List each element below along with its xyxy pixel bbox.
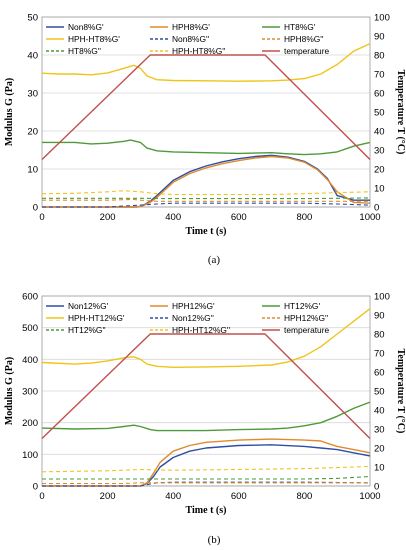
y-axis-label: Modulus G (Pa) (4, 78, 15, 146)
legend-label: HT12%G' (284, 301, 320, 311)
y-tick-label: 400 (22, 355, 38, 366)
y2-tick-label: 50 (374, 387, 385, 398)
legend-label: temperature (284, 325, 329, 335)
series-line (41, 401, 371, 432)
y-tick-label: 0 (33, 203, 38, 214)
legend-label: HPH-HT8%G'' (172, 46, 226, 56)
y2-tick-label: 60 (374, 368, 385, 379)
y2-axis-label: Temperature T (°C) (395, 70, 406, 155)
legend-label: HPH12%G'' (284, 313, 329, 323)
series-line (41, 42, 371, 82)
y-tick-label: 600 (22, 292, 38, 303)
series-line (42, 482, 370, 485)
series-line (42, 438, 371, 487)
y2-tick-label: 10 (374, 184, 385, 195)
y2-tick-label: 90 (374, 32, 385, 43)
y-tick-label: 300 (22, 387, 38, 398)
series-line (42, 198, 370, 202)
legend-label: HPH8%G'' (284, 34, 324, 44)
y2-tick-label: 10 (374, 463, 385, 474)
y2-tick-label: 20 (374, 165, 385, 176)
y-tick-label: 100 (22, 450, 38, 461)
series-line (41, 333, 371, 440)
y2-tick-label: 100 (374, 292, 390, 303)
x-axis-label: Time t (s) (186, 505, 227, 516)
plot-area (41, 16, 371, 208)
legend-label: Non12%G'' (172, 313, 214, 323)
x-tick-label: 200 (100, 491, 116, 502)
x-tick-label: 1000 (359, 212, 380, 223)
x-tick-label: 800 (296, 491, 312, 502)
y-tick-label: 50 (27, 13, 38, 24)
y2-tick-label: 20 (374, 444, 385, 455)
y-tick-label: 40 (27, 51, 38, 62)
y-axis-label: Modulus G (Pa) (4, 357, 15, 425)
legend-label: HPH-HT12%G'' (172, 325, 231, 335)
chart-panel-2: 0 100 200 300 400 500 600 0 10 20 30 40 50 60 70 80 90 10… (4, 292, 406, 547)
y2-tick-label: 100 (374, 13, 390, 24)
series-line (41, 308, 371, 368)
y2-tick-label: 30 (374, 425, 385, 436)
y2-tick-label: 70 (374, 70, 385, 81)
x-tick-label: 0 (39, 212, 44, 223)
x-tick-label: 400 (165, 491, 181, 502)
x-tick-label: 400 (165, 212, 181, 223)
series-line (42, 154, 370, 208)
legend-label: HPH-HT12%G' (68, 313, 125, 323)
y2-tick-label: 60 (374, 89, 385, 100)
y2-tick-label: 0 (374, 203, 379, 214)
panel-caption: (a) (208, 254, 221, 266)
series-line (41, 465, 371, 473)
legend-label: HPH12%G' (172, 301, 215, 311)
y2-tick-label: 80 (374, 51, 385, 62)
series-line (42, 481, 371, 487)
legend-label: Non12%G' (68, 301, 109, 311)
y-tick-label: 10 (27, 165, 38, 176)
x-tick-label: 600 (231, 212, 247, 223)
x-tick-label: 0 (39, 491, 44, 502)
y2-tick-label: 90 (374, 311, 385, 322)
y-tick-label: 20 (27, 127, 38, 138)
y2-tick-label: 40 (374, 127, 385, 138)
y-tick-label: 500 (22, 323, 38, 334)
series-line (41, 190, 371, 196)
legend-label: HT12%G'' (68, 325, 106, 335)
y2-tick-label: 0 (374, 482, 379, 493)
x-tick-label: 800 (296, 212, 312, 223)
y2-tick-label: 70 (374, 349, 385, 360)
y2-tick-label: 80 (374, 330, 385, 341)
y2-tick-label: 40 (374, 406, 385, 417)
series-line (42, 197, 371, 200)
y2-axis-label: Temperature T (°C) (395, 349, 406, 434)
panel-caption: (b) (208, 534, 221, 546)
legend-label: Non8%G'' (172, 34, 210, 44)
y-tick-label: 30 (27, 89, 38, 100)
series-line (42, 475, 371, 480)
x-tick-label: 1000 (359, 491, 380, 502)
plot-area (41, 295, 371, 487)
legend-label: temperature (284, 46, 329, 56)
legend-label: HPH8%G' (172, 22, 210, 32)
legend-label: HT8%G'' (68, 46, 101, 56)
series-line (42, 139, 371, 156)
y-tick-label: 200 (22, 418, 38, 429)
series-line (42, 202, 371, 208)
x-tick-label: 600 (231, 491, 247, 502)
y-tick-label: 0 (33, 482, 38, 493)
y2-tick-label: 50 (374, 108, 385, 119)
x-tick-label: 200 (100, 212, 116, 223)
legend-label: Non8%G' (68, 22, 104, 32)
x-axis-label: Time t (s) (186, 226, 227, 237)
series-line (41, 54, 371, 161)
series-line (42, 444, 371, 487)
legend-label: HT8%G' (284, 22, 316, 32)
series-line (42, 155, 371, 208)
legend-label: HPH-HT8%G' (68, 34, 120, 44)
y2-tick-label: 30 (374, 146, 385, 157)
